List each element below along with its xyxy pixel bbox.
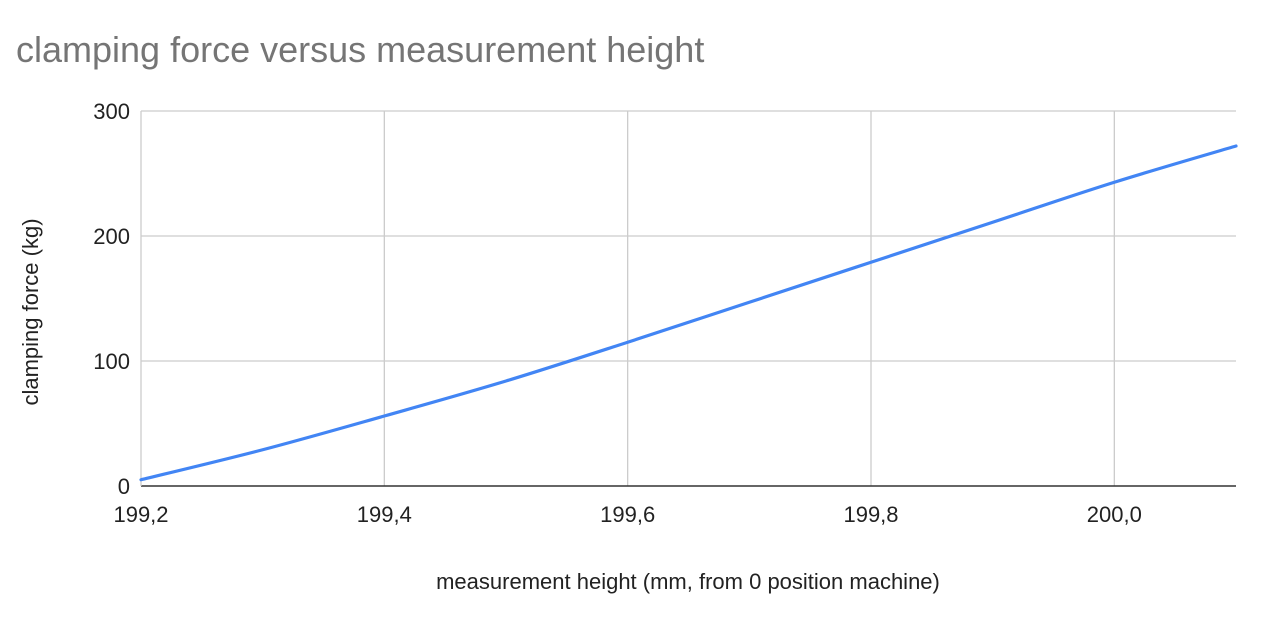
x-tick-label: 199,4	[357, 502, 412, 527]
series-line	[139, 144, 1238, 482]
y-tick-label: 300	[93, 99, 130, 124]
data-series	[139, 144, 1238, 482]
x-tick-label: 199,2	[113, 502, 168, 527]
y-tick-label: 100	[93, 349, 130, 374]
x-axis-label: measurement height (mm, from 0 position …	[436, 569, 940, 594]
x-tick-label: 200,0	[1087, 502, 1142, 527]
x-tick-label: 199,6	[600, 502, 655, 527]
axes	[140, 111, 1236, 487]
chart-title: clamping force versus measurement height	[16, 29, 704, 70]
y-tick-label: 200	[93, 224, 130, 249]
x-tick-label: 199,8	[843, 502, 898, 527]
tick-labels: 0 100 200 300 199,2 199,4 199,6 199,8 200,0	[93, 99, 1142, 527]
grid-lines	[141, 110, 1236, 486]
y-tick-label: 0	[118, 474, 130, 499]
y-axis-label: clamping force (kg)	[18, 218, 43, 405]
